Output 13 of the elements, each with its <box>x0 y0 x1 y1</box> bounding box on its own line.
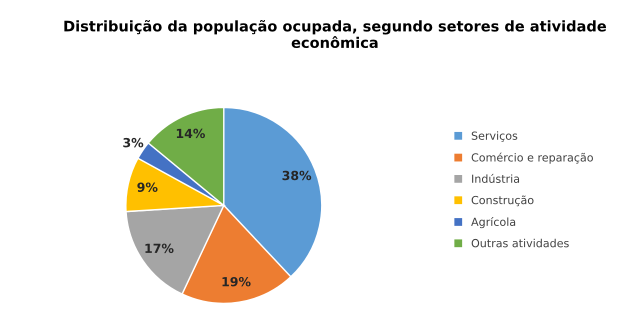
legend-label: Indústria <box>472 174 520 183</box>
legend-label: Serviços <box>472 131 518 142</box>
data-label: 17% <box>145 244 174 254</box>
data-label: 19% <box>222 276 251 286</box>
legend-label: Construção <box>472 195 534 206</box>
legend-label: Outras atividades <box>472 238 569 248</box>
data-label: 3% <box>123 138 144 148</box>
legend-label: Agrícola <box>471 216 516 228</box>
legend-label: Comércio e reparação <box>472 152 593 164</box>
data-label: 9% <box>137 182 158 192</box>
chart-title: Distribuição da população ocupada, segundo setores de atividade econômica <box>64 20 606 48</box>
data-label: 14% <box>176 128 205 138</box>
data-label: 38% <box>282 170 312 180</box>
